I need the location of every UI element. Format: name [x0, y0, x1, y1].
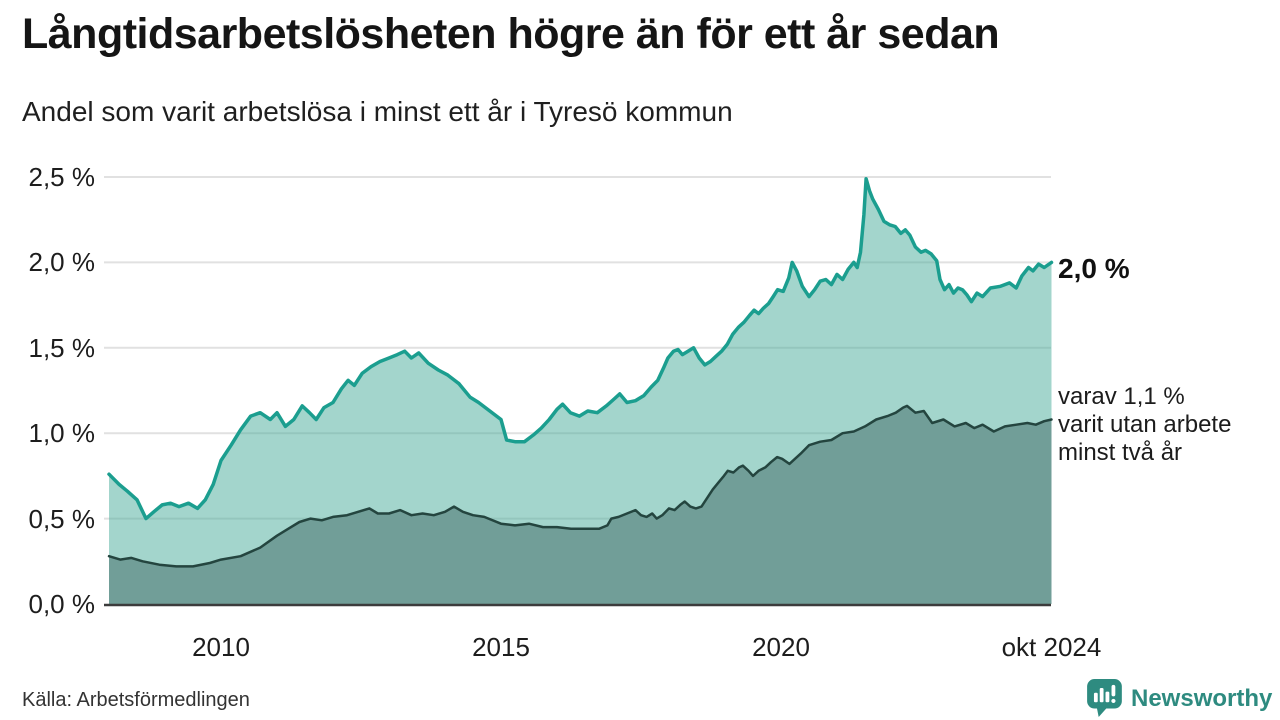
- x-axis-label: 2015: [472, 632, 530, 662]
- area-unemployed_min_two_years: [109, 405, 1052, 604]
- annotation-line: varav 1,1 %: [1058, 383, 1185, 410]
- line-unemployed_min_two_years: [107, 404, 1053, 568]
- page-title: Långtidsarbetslösheten högre än för ett …: [22, 10, 1000, 58]
- y-axis-label: 2,0 %: [28, 247, 96, 278]
- source-label: Källa: Arbetsförmedlingen: [22, 689, 250, 711]
- y-axis-label: 0,0 %: [28, 589, 96, 619]
- x-axis-label: okt 2024: [1001, 632, 1102, 662]
- y-axis-label: 0,5 %: [28, 503, 96, 534]
- end-value-label: 2,0 %: [1058, 253, 1130, 284]
- exclamation-icon: [1111, 684, 1116, 697]
- annotation-line: minst två år: [1058, 439, 1183, 466]
- x-axis-label: 2020: [752, 632, 810, 662]
- y-axis-label: 2,5 %: [28, 162, 96, 192]
- annotation-line: varit utan arbete: [1058, 411, 1232, 438]
- newsworthy-icon: [1087, 679, 1122, 717]
- bar-chart-icon: [1093, 692, 1098, 703]
- y-axis-label: 1,0 %: [28, 418, 96, 449]
- line-unemployed_min_one_year: [107, 176, 1054, 521]
- x-axis-label: 2010: [192, 632, 250, 662]
- newsworthy-logo: Newsworthy: [1086, 678, 1272, 718]
- series-annotation: varav 1,1 % varit utan arbete minst två år: [1058, 383, 1231, 467]
- y-axis-label: 1,5 %: [28, 332, 96, 363]
- brand-name: Newsworthy: [1131, 685, 1273, 712]
- page-subtitle: Andel som varit arbetslösa i minst ett å…: [22, 96, 733, 127]
